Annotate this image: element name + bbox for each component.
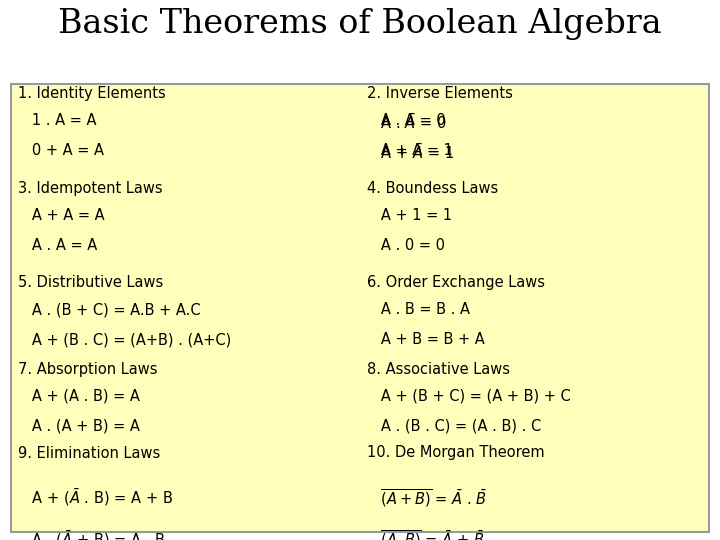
Text: A + B = B + A: A + B = B + A [367,332,485,347]
Text: 2. Inverse Elements: 2. Inverse Elements [367,86,513,102]
Text: $\overline{(A . B)}$ = $\bar{A}$ + $\bar{B}$: $\overline{(A . B)}$ = $\bar{A}$ + $\bar… [367,529,485,540]
Text: A . 0 = 0: A . 0 = 0 [367,238,445,253]
Text: A . B = B . A: A . B = B . A [367,302,470,318]
Text: 1 . A = A: 1 . A = A [18,113,96,129]
Text: 0 + A = A: 0 + A = A [18,143,104,158]
Text: 1. Identity Elements: 1. Identity Elements [18,86,166,102]
Text: 6. Order Exchange Laws: 6. Order Exchange Laws [367,275,545,291]
Text: 5. Distributive Laws: 5. Distributive Laws [18,275,163,291]
Text: 8. Associative Laws: 8. Associative Laws [367,362,510,377]
Text: A + A = A: A + A = A [18,208,104,223]
Text: 3. Idempotent Laws: 3. Idempotent Laws [18,181,163,196]
Text: $\overline{(A + B)}$ = $\bar{A}$ . $\bar{B}$: $\overline{(A + B)}$ = $\bar{A}$ . $\bar… [367,487,487,510]
Text: A + (B + C) = (A + B) + C: A + (B + C) = (A + B) + C [367,389,571,404]
Text: A + ($\bar{A}$ . B) = A + B: A + ($\bar{A}$ . B) = A + B [18,487,173,508]
Text: A . A = 0: A . A = 0 [367,113,446,129]
Text: A . (B . C) = (A . B) . C: A . (B . C) = (A . B) . C [367,418,541,434]
Text: A + 1 = 1: A + 1 = 1 [367,208,452,223]
Text: A . $\bar{A}$ = 0: A . $\bar{A}$ = 0 [367,113,447,132]
Text: A + (B . C) = (A+B) . (A+C): A + (B . C) = (A+B) . (A+C) [18,332,231,347]
Text: A . ($\bar{A}$ + B) = A . B: A . ($\bar{A}$ + B) = A . B [18,529,166,540]
Text: 10. De Morgan Theorem: 10. De Morgan Theorem [367,446,545,461]
Text: A . A = A: A . A = A [18,238,97,253]
Text: A + (A . B) = A: A + (A . B) = A [18,389,140,404]
Text: A . (B + C) = A.B + A.C: A . (B + C) = A.B + A.C [18,302,201,318]
Text: 9. Elimination Laws: 9. Elimination Laws [18,446,161,461]
Text: 7. Absorption Laws: 7. Absorption Laws [18,362,158,377]
Text: A . (A + B) = A: A . (A + B) = A [18,418,140,434]
Text: Basic Theorems of Boolean Algebra: Basic Theorems of Boolean Algebra [58,8,662,40]
Text: A + $\bar{A}$ = 1: A + $\bar{A}$ = 1 [367,143,454,162]
Text: 4. Boundess Laws: 4. Boundess Laws [367,181,498,196]
Text: A + A = 1: A + A = 1 [367,143,453,158]
